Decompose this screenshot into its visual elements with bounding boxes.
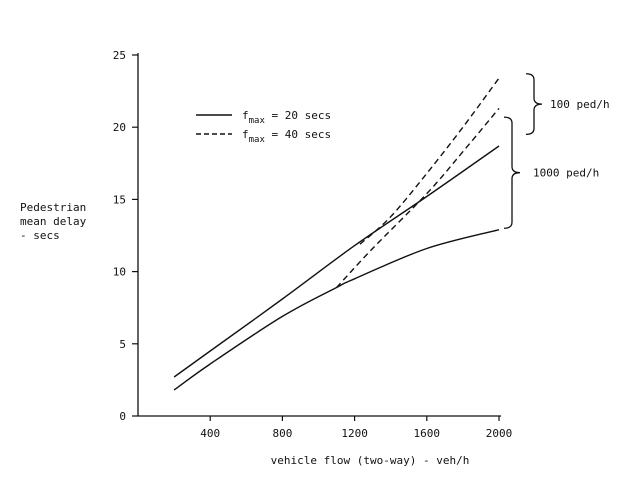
annotation-100-ped: 100 ped/h	[550, 98, 610, 111]
series-line-solid-1	[173, 229, 500, 391]
x-tick-label: 1600	[414, 427, 441, 440]
series-line-solid-0	[173, 145, 500, 378]
brace-100-ped	[525, 73, 543, 136]
y-axis-title-line-2: mean delay	[20, 215, 87, 228]
series-layer	[173, 77, 500, 391]
series-line-dashed-2	[359, 77, 500, 245]
y-axis-title-line-3: - secs	[20, 229, 60, 242]
y-axis-title-line-1: Pedestrian	[20, 201, 86, 214]
x-tick-label: 2000	[486, 427, 513, 440]
y-tick-label: 25	[113, 49, 126, 62]
y-axis-ticks: 0 5 10 15 20 25	[113, 49, 138, 423]
series-line-dashed-3	[336, 107, 500, 288]
legend: fmax = 20 secs fmax = 40 secs	[196, 109, 331, 145]
annotation-1000-ped: 1000 ped/h	[533, 167, 599, 180]
brace-1000-ped	[503, 116, 521, 229]
y-tick-label: 0	[119, 410, 126, 423]
x-tick-label: 400	[200, 427, 220, 440]
x-axis-title: vehicle flow (two-way) - veh/h	[271, 454, 470, 467]
x-tick-label: 1200	[341, 427, 368, 440]
y-tick-label: 20	[113, 121, 126, 134]
legend-entry-dashed: fmax = 40 secs	[242, 128, 331, 145]
legend-entry-solid: fmax = 20 secs	[242, 109, 331, 126]
y-axis-title: Pedestrian mean delay - secs	[20, 201, 87, 242]
x-tick-label: 800	[272, 427, 292, 440]
x-axis-ticks: 400 800 1200 1600 2000	[200, 416, 512, 440]
y-tick-label: 15	[113, 193, 126, 206]
y-tick-label: 10	[113, 266, 126, 279]
annotations: 100 ped/h 1000 ped/h	[503, 73, 610, 229]
y-tick-label: 5	[119, 338, 126, 351]
